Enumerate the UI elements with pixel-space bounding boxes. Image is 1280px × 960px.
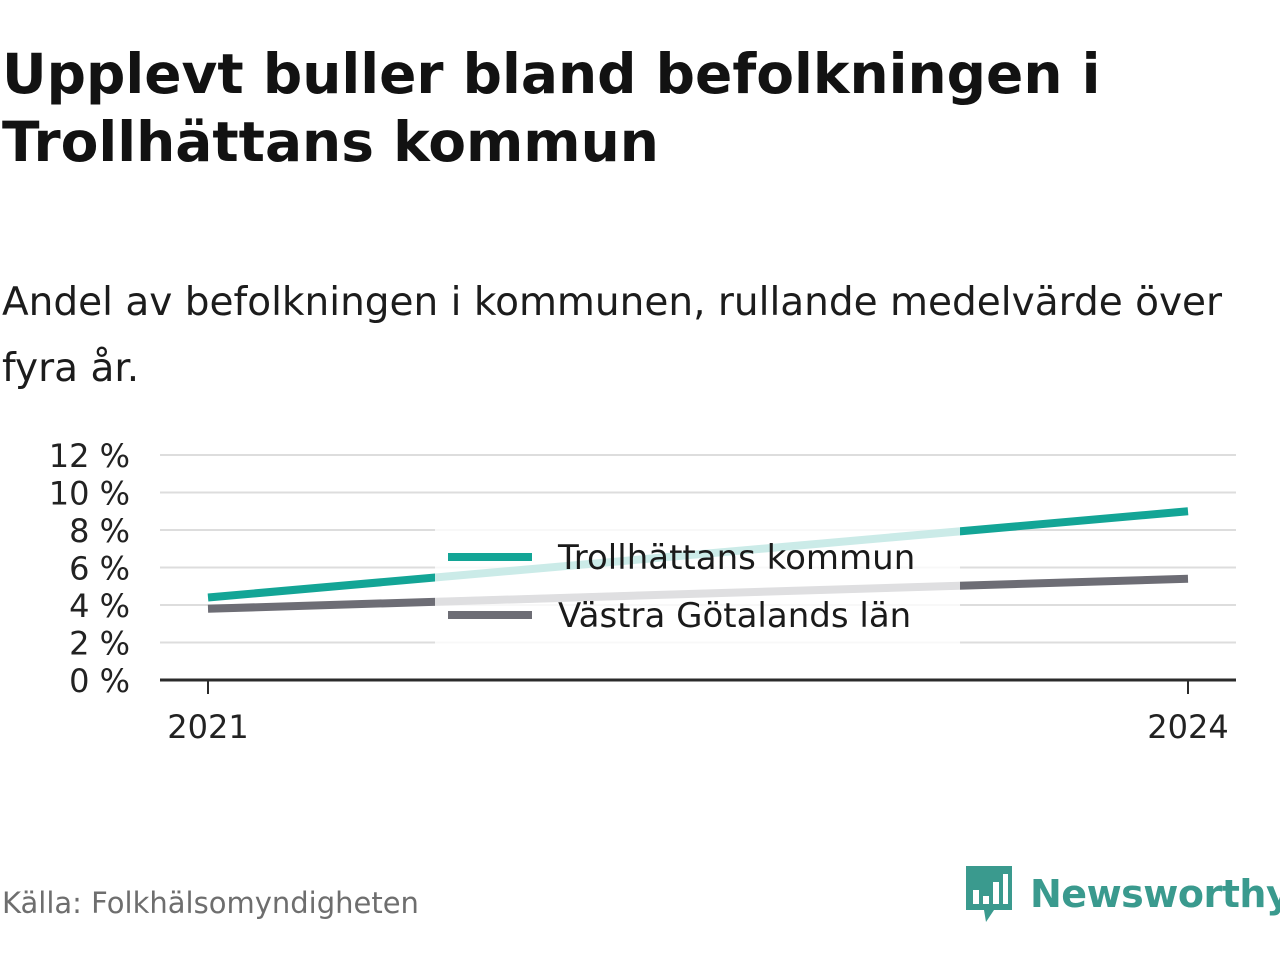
chart-title: Upplevt buller bland befolkningen i Trol… <box>2 42 1101 174</box>
legend: Trollhättans kommun Västra Götalands län <box>435 526 960 644</box>
y-tick-label: 12 % <box>49 437 130 475</box>
brand-logo: Newsworthy <box>964 864 1280 924</box>
y-tick-label: 10 % <box>49 475 130 513</box>
y-tick-label: 8 % <box>69 512 130 550</box>
x-tick-label: 2024 <box>1147 708 1228 746</box>
x-tick-label: 2021 <box>167 708 248 746</box>
x-axis-ticks: 2021 2024 <box>167 680 1229 746</box>
y-tick-label: 0 % <box>69 662 130 700</box>
legend-label: Västra Götalands län <box>558 596 911 636</box>
chart-subtitle: Andel av befolkningen i kommunen, rullan… <box>2 280 1223 391</box>
y-axis-tick-labels: 0 %2 %4 %6 %8 %10 %12 % <box>49 437 130 700</box>
newsworthy-logo-icon <box>966 866 1012 922</box>
y-tick-label: 6 % <box>69 550 130 588</box>
y-tick-label: 4 % <box>69 587 130 625</box>
source-note: Källa: Folkhälsomyndigheten <box>2 886 419 920</box>
y-tick-label: 2 % <box>69 625 130 663</box>
legend-label: Trollhättans kommun <box>557 538 915 578</box>
legend-box <box>435 526 960 644</box>
line-chart: 0 %2 %4 %6 %8 %10 %12 % 2021 2024 Trollhä… <box>49 437 1236 746</box>
brand-name: Newsworthy <box>1030 872 1280 916</box>
